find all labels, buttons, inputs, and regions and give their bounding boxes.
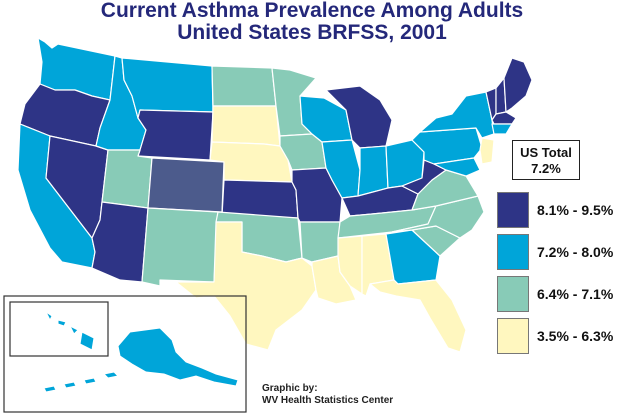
credit-line-1: Graphic by:: [262, 383, 318, 394]
credit: Graphic by: WV Health Statistics Center: [262, 383, 393, 407]
state-texas[interactable]: [175, 221, 317, 351]
alaska-hawaii-inset: [3, 295, 247, 413]
state-kansas[interactable]: [221, 179, 299, 219]
credit-line-2: WV Health Statistics Center: [262, 395, 394, 406]
state-connecticut[interactable]: [491, 123, 513, 135]
state-north-dakota[interactable]: [211, 65, 277, 107]
us-total-value: 7.2%: [531, 161, 561, 176]
us-total-label: US Total: [520, 145, 572, 160]
state-new-jersey[interactable]: [479, 137, 495, 165]
map-title: Current Asthma Prevalence Among Adults U…: [0, 0, 624, 44]
legend-item: 7.2% - 8.0%: [497, 234, 624, 274]
legend-swatch: [497, 234, 529, 270]
state-new-mexico[interactable]: [141, 207, 219, 287]
state-hawaii[interactable]: [44, 310, 95, 351]
state-indiana[interactable]: [357, 145, 389, 197]
legend-swatch: [497, 276, 529, 312]
state-south-dakota[interactable]: [211, 105, 281, 147]
state-maryland[interactable]: [433, 157, 481, 177]
title-line-2: United States BRFSS, 2001: [177, 21, 447, 44]
legend-label: 3.5% - 6.3%: [537, 328, 614, 344]
state-arizona[interactable]: [91, 201, 149, 283]
legend-swatch: [497, 318, 529, 354]
state-alaska[interactable]: [43, 327, 239, 393]
us-total-box: US Total 7.2%: [512, 140, 580, 180]
state-colorado[interactable]: [147, 157, 225, 213]
legend-label: 7.2% - 8.0%: [537, 244, 614, 260]
legend-item: 8.1% - 9.5%: [497, 192, 624, 232]
legend-label: 8.1% - 9.5%: [537, 202, 614, 218]
state-maine[interactable]: [503, 57, 533, 113]
state-arkansas[interactable]: [299, 221, 341, 263]
state-florida[interactable]: [369, 279, 467, 353]
title-line-1: Current Asthma Prevalence Among Adults: [100, 0, 524, 22]
legend-item: 3.5% - 6.3%: [497, 318, 624, 358]
state-massachusetts[interactable]: [491, 111, 517, 125]
legend-swatch: [497, 192, 529, 228]
state-wyoming[interactable]: [137, 109, 214, 161]
state-utah[interactable]: [101, 149, 153, 209]
legend-item: 6.4% - 7.1%: [497, 276, 624, 316]
state-montana[interactable]: [121, 57, 214, 119]
legend-label: 6.4% - 7.1%: [537, 286, 614, 302]
